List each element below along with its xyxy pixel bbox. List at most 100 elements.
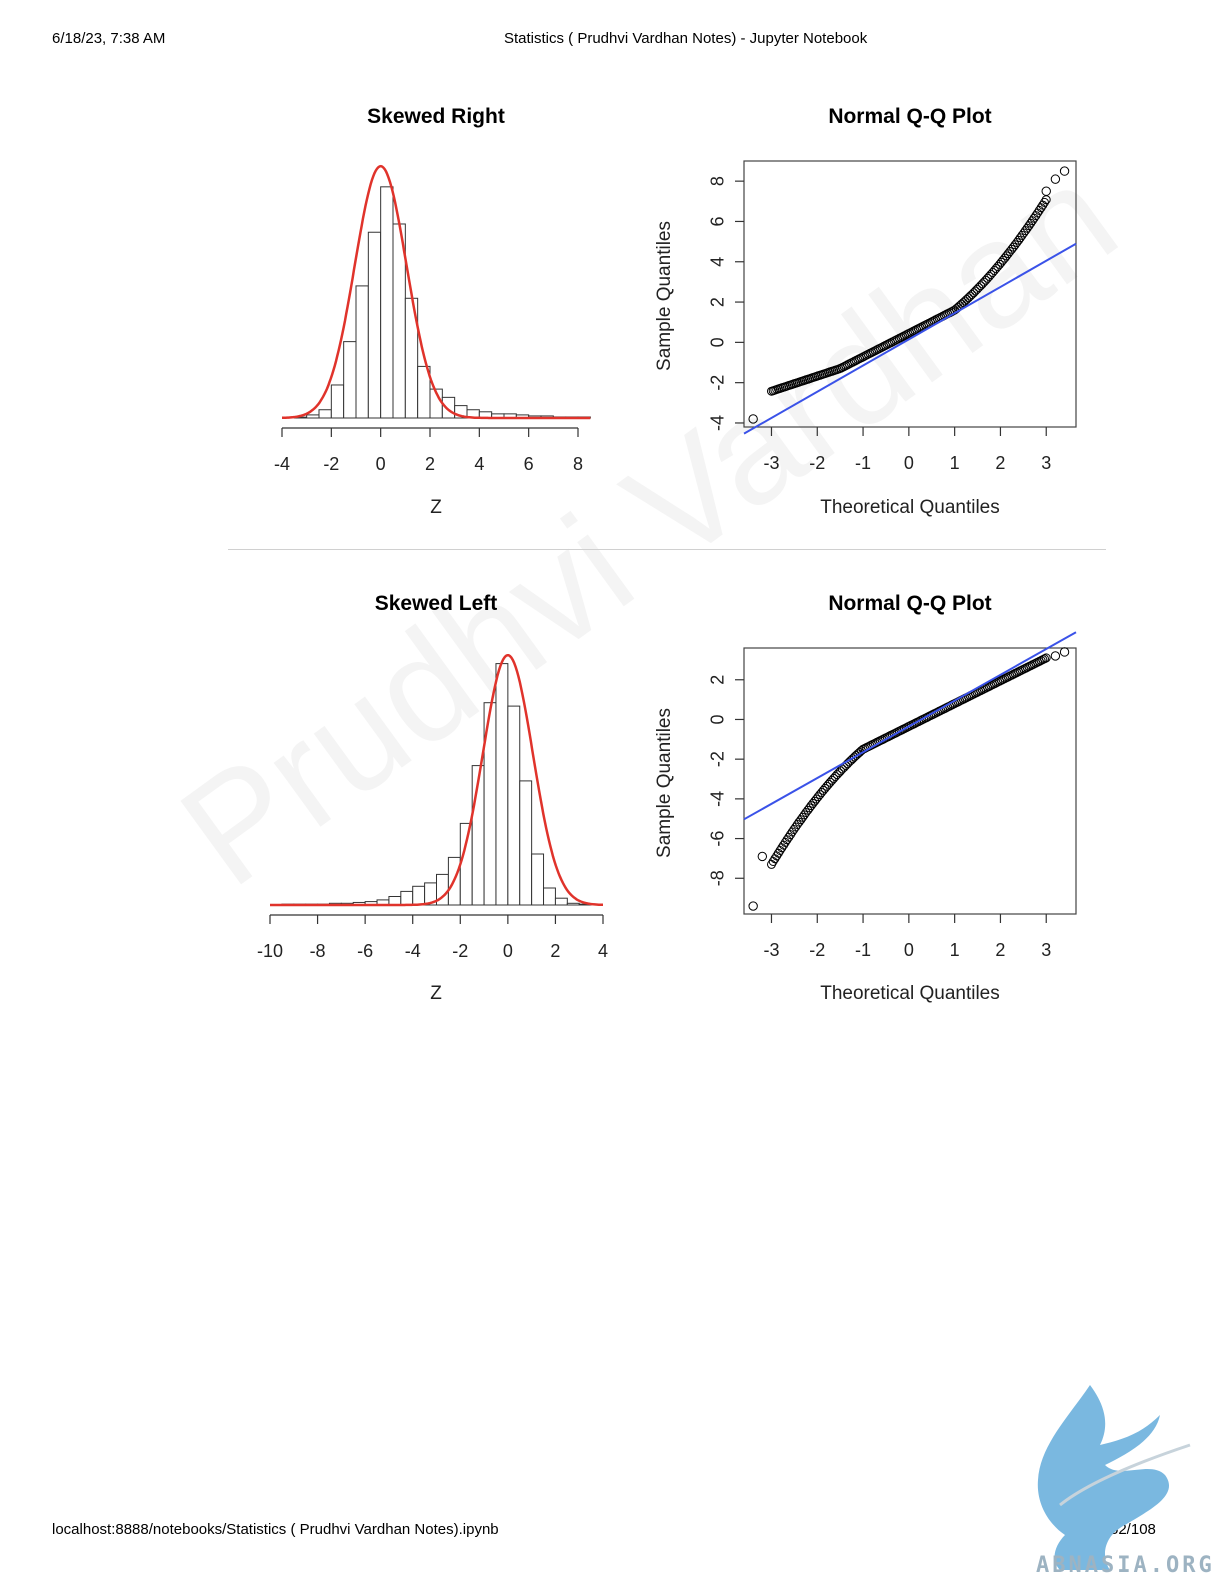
x-tick-label: -4 [274,454,290,474]
x-tick-label: 4 [598,941,608,961]
histogram-bar [318,409,332,419]
y-tick-label: -2 [708,375,728,391]
x-tick-label: 0 [376,454,386,474]
qq-outlier-point [748,901,758,911]
griffin-logo-icon [1030,1385,1215,1580]
qq-reference-line [743,242,1077,435]
histogram-bar [400,890,414,906]
qq-point [964,293,973,303]
qq-outlier-point [1041,186,1051,196]
qq-point [1014,235,1024,245]
y-tick-label: 8 [708,176,728,186]
qq-point [1026,218,1036,228]
x-tick-label: 2 [550,941,560,961]
footer-url: localhost:8888/notebooks/Statistics ( Pr… [52,1521,499,1538]
chart-title-skewed-right: Skewed Right [367,105,505,128]
y-tick-label: 2 [708,675,728,685]
x-tick-label: -4 [405,941,421,961]
chart-title-skewed-left: Skewed Left [374,592,498,615]
qq-point [805,803,814,813]
x-tick-label: 0 [904,940,914,960]
griffin-logo-graphic [1037,1385,1191,1570]
qq-point [848,754,858,764]
qq-point [791,822,801,832]
y-tick-label: 0 [708,337,728,347]
x-tick-label: -2 [452,941,468,961]
x-tick-label: -1 [855,940,871,960]
x-tick-label: -3 [763,453,779,473]
y-tick-label: -2 [708,751,728,767]
y-tick-label: -4 [708,791,728,807]
x-tick-label: -6 [357,941,373,961]
histogram-bar [441,396,456,419]
histogram-bar [412,885,426,906]
histogram-bar [459,822,473,906]
qq-point [958,298,968,308]
qq-point [1041,653,1051,663]
x-tick-label: -8 [310,941,326,961]
qq-point [798,812,808,822]
qq-point [1024,221,1034,231]
x-tick-label: -2 [809,940,825,960]
x-axis-label-qq-left: Theoretical Quantiles [820,983,1000,1004]
x-tick-label: 2 [995,453,1005,473]
y-tick-label: 6 [708,216,728,226]
x-tick-label: 2 [995,940,1005,960]
y-tick-label: -8 [708,870,728,886]
print-datetime: 6/18/23, 7:38 AM [52,30,166,47]
histogram-bar [355,285,369,419]
histogram-bar [388,896,402,906]
cell-divider [228,549,1106,550]
y-tick-label: -6 [708,831,728,847]
x-tick-label: -2 [809,453,825,473]
histogram-bar [507,705,521,906]
x-tick-label: 6 [524,454,534,474]
document-title: Statistics ( Prudhvi Vardhan Notes) - Ju… [504,30,868,47]
x-tick-label: 2 [425,454,435,474]
qq-point [1012,238,1022,247]
x-tick-label: 8 [573,454,583,474]
histogram-bar [367,231,382,419]
qq-point [1040,654,1049,664]
qq-outlier-point [1059,166,1070,176]
x-tick-label: 0 [904,453,914,473]
x-tick-label: 1 [950,453,960,473]
histogram-bar [330,384,345,419]
qq-point [1040,197,1049,207]
histogram-bar [519,780,533,906]
histogram-bar [566,902,580,906]
qq-outlier-point [1050,651,1061,661]
x-tick-label: -2 [323,454,339,474]
qq-outlier-point [1059,647,1070,657]
qq-outlier-point [757,851,768,862]
x-tick-label: 1 [950,940,960,960]
x-tick-label: -3 [763,940,779,960]
qq-point [1019,228,1029,238]
histogram-bar [306,414,320,419]
x-axis-label-skewed-left: Z [430,983,442,1004]
x-axis-label-qq-right: Theoretical Quantiles [820,497,1000,518]
histogram-bar [531,853,545,906]
y-tick-label: -4 [708,415,728,431]
normal-curve [270,653,603,907]
x-axis-label-skewed-right: Z [430,497,442,518]
qq-outlier-point [748,414,758,424]
normal-curve [282,164,591,420]
plot-frame [743,160,1077,428]
logo-text: ABNASIA.ORG [1036,1553,1215,1578]
chart-title-qq-right: Normal Q-Q Plot [828,105,992,128]
x-tick-label: -1 [855,453,871,473]
chart-title-qq-left: Normal Q-Q Plot [828,592,992,615]
histogram-bar [343,341,357,419]
qq-point [803,805,813,815]
qq-reference-line [743,631,1077,821]
qq-point [796,815,806,825]
qq-outlier-point [1050,174,1061,184]
histogram-bar [495,663,509,906]
x-tick-label: 3 [1041,940,1051,960]
x-tick-label: -10 [257,941,283,961]
x-tick-label: 0 [503,941,513,961]
histogram-bar [543,887,556,906]
histogram-bar [554,897,568,906]
